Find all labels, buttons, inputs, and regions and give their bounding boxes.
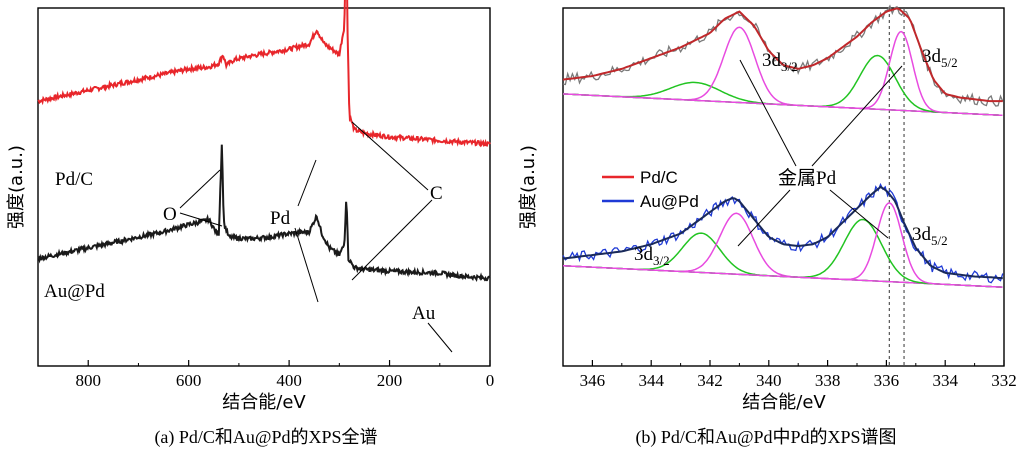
leader-pd-1 (297, 159, 317, 207)
leader-c-2 (351, 199, 433, 281)
series-a-aupd (37, 144, 491, 282)
panel-a-frame (37, 7, 491, 367)
label-aupd: Au@Pd (44, 281, 105, 302)
leader-metal-bottom-left (737, 189, 791, 247)
label-au: Au (412, 303, 436, 324)
label-3d52-bottom: 3d5/2 (912, 224, 948, 248)
legend-label-pdc: Pd/C (640, 168, 678, 187)
tick-label-b-344: 344 (638, 371, 664, 390)
legend: Pd/C Au@Pd (602, 168, 699, 211)
panel-a-ylabel: 强度(a.u.) (6, 145, 27, 229)
tick-label-b-340: 340 (756, 371, 782, 390)
leader-o-1 (179, 169, 221, 209)
panel-b-frame (562, 7, 1005, 367)
leader-pd-2 (294, 227, 319, 303)
label-3d32-top: 3d3/2 (762, 50, 798, 74)
panel-b-xlabel: 结合能/eV (742, 392, 826, 413)
tick-label-a-400: 400 (276, 371, 302, 390)
leader-o-2 (179, 212, 223, 227)
tick-label-a-0: 0 (486, 371, 495, 390)
panel-b-ticks: 346 344 342 340 338 336 334 332 (562, 360, 1017, 390)
tick-label-b-346: 346 (580, 371, 606, 390)
series-b-raw-aupd (562, 182, 1004, 284)
panel-a-ticks: 800 600 400 200 0 (37, 360, 495, 390)
leader-metal-bottom-right (829, 189, 889, 239)
fit-pdc-component-4 (562, 30, 1003, 117)
series-b-pdc (562, 7, 1003, 103)
label-metal-pd: 金属Pd (778, 167, 837, 189)
series-b-aupd (562, 185, 1003, 280)
panel-a-leaders (179, 121, 453, 353)
label-pd: Pd (270, 208, 291, 229)
series-a-pdc (37, 0, 491, 148)
leader-c-1 (351, 121, 429, 191)
label-3d52-top: 3d5/2 (922, 46, 958, 70)
tick-label-a-800: 800 (75, 371, 101, 390)
leader-metal-top-right (811, 65, 903, 167)
tick-label-a-200: 200 (377, 371, 403, 390)
panel-b-ylabel: 强度(a.u.) (518, 145, 539, 229)
leader-au (427, 322, 453, 353)
panel-b-leaders (737, 59, 903, 247)
label-pdc: Pd/C (55, 169, 93, 190)
caption-b: (b) Pd/C和Au@Pd中Pd的XPS谱图 (635, 427, 896, 448)
tick-label-a-600: 600 (176, 371, 202, 390)
tick-label-b-338: 338 (815, 371, 841, 390)
tick-label-b-334: 334 (932, 371, 958, 390)
label-c: C (430, 183, 443, 204)
label-3d32-bottom: 3d3/2 (634, 244, 670, 268)
panel-b-plot (562, 4, 1004, 366)
tick-label-b-342: 342 (697, 371, 723, 390)
tick-label-b-336: 336 (874, 371, 900, 390)
fit-aupd-component-4 (563, 202, 1003, 288)
label-o: O (163, 204, 177, 225)
panel-a-plot (37, 0, 491, 282)
tick-label-b-332: 332 (991, 371, 1017, 390)
panel-a-xlabel: 结合能/eV (222, 392, 306, 413)
legend-label-aupd: Au@Pd (640, 192, 699, 211)
leader-metal-top-left (739, 59, 797, 167)
caption-a: (a) Pd/C和Au@Pd的XPS全谱 (154, 427, 377, 448)
